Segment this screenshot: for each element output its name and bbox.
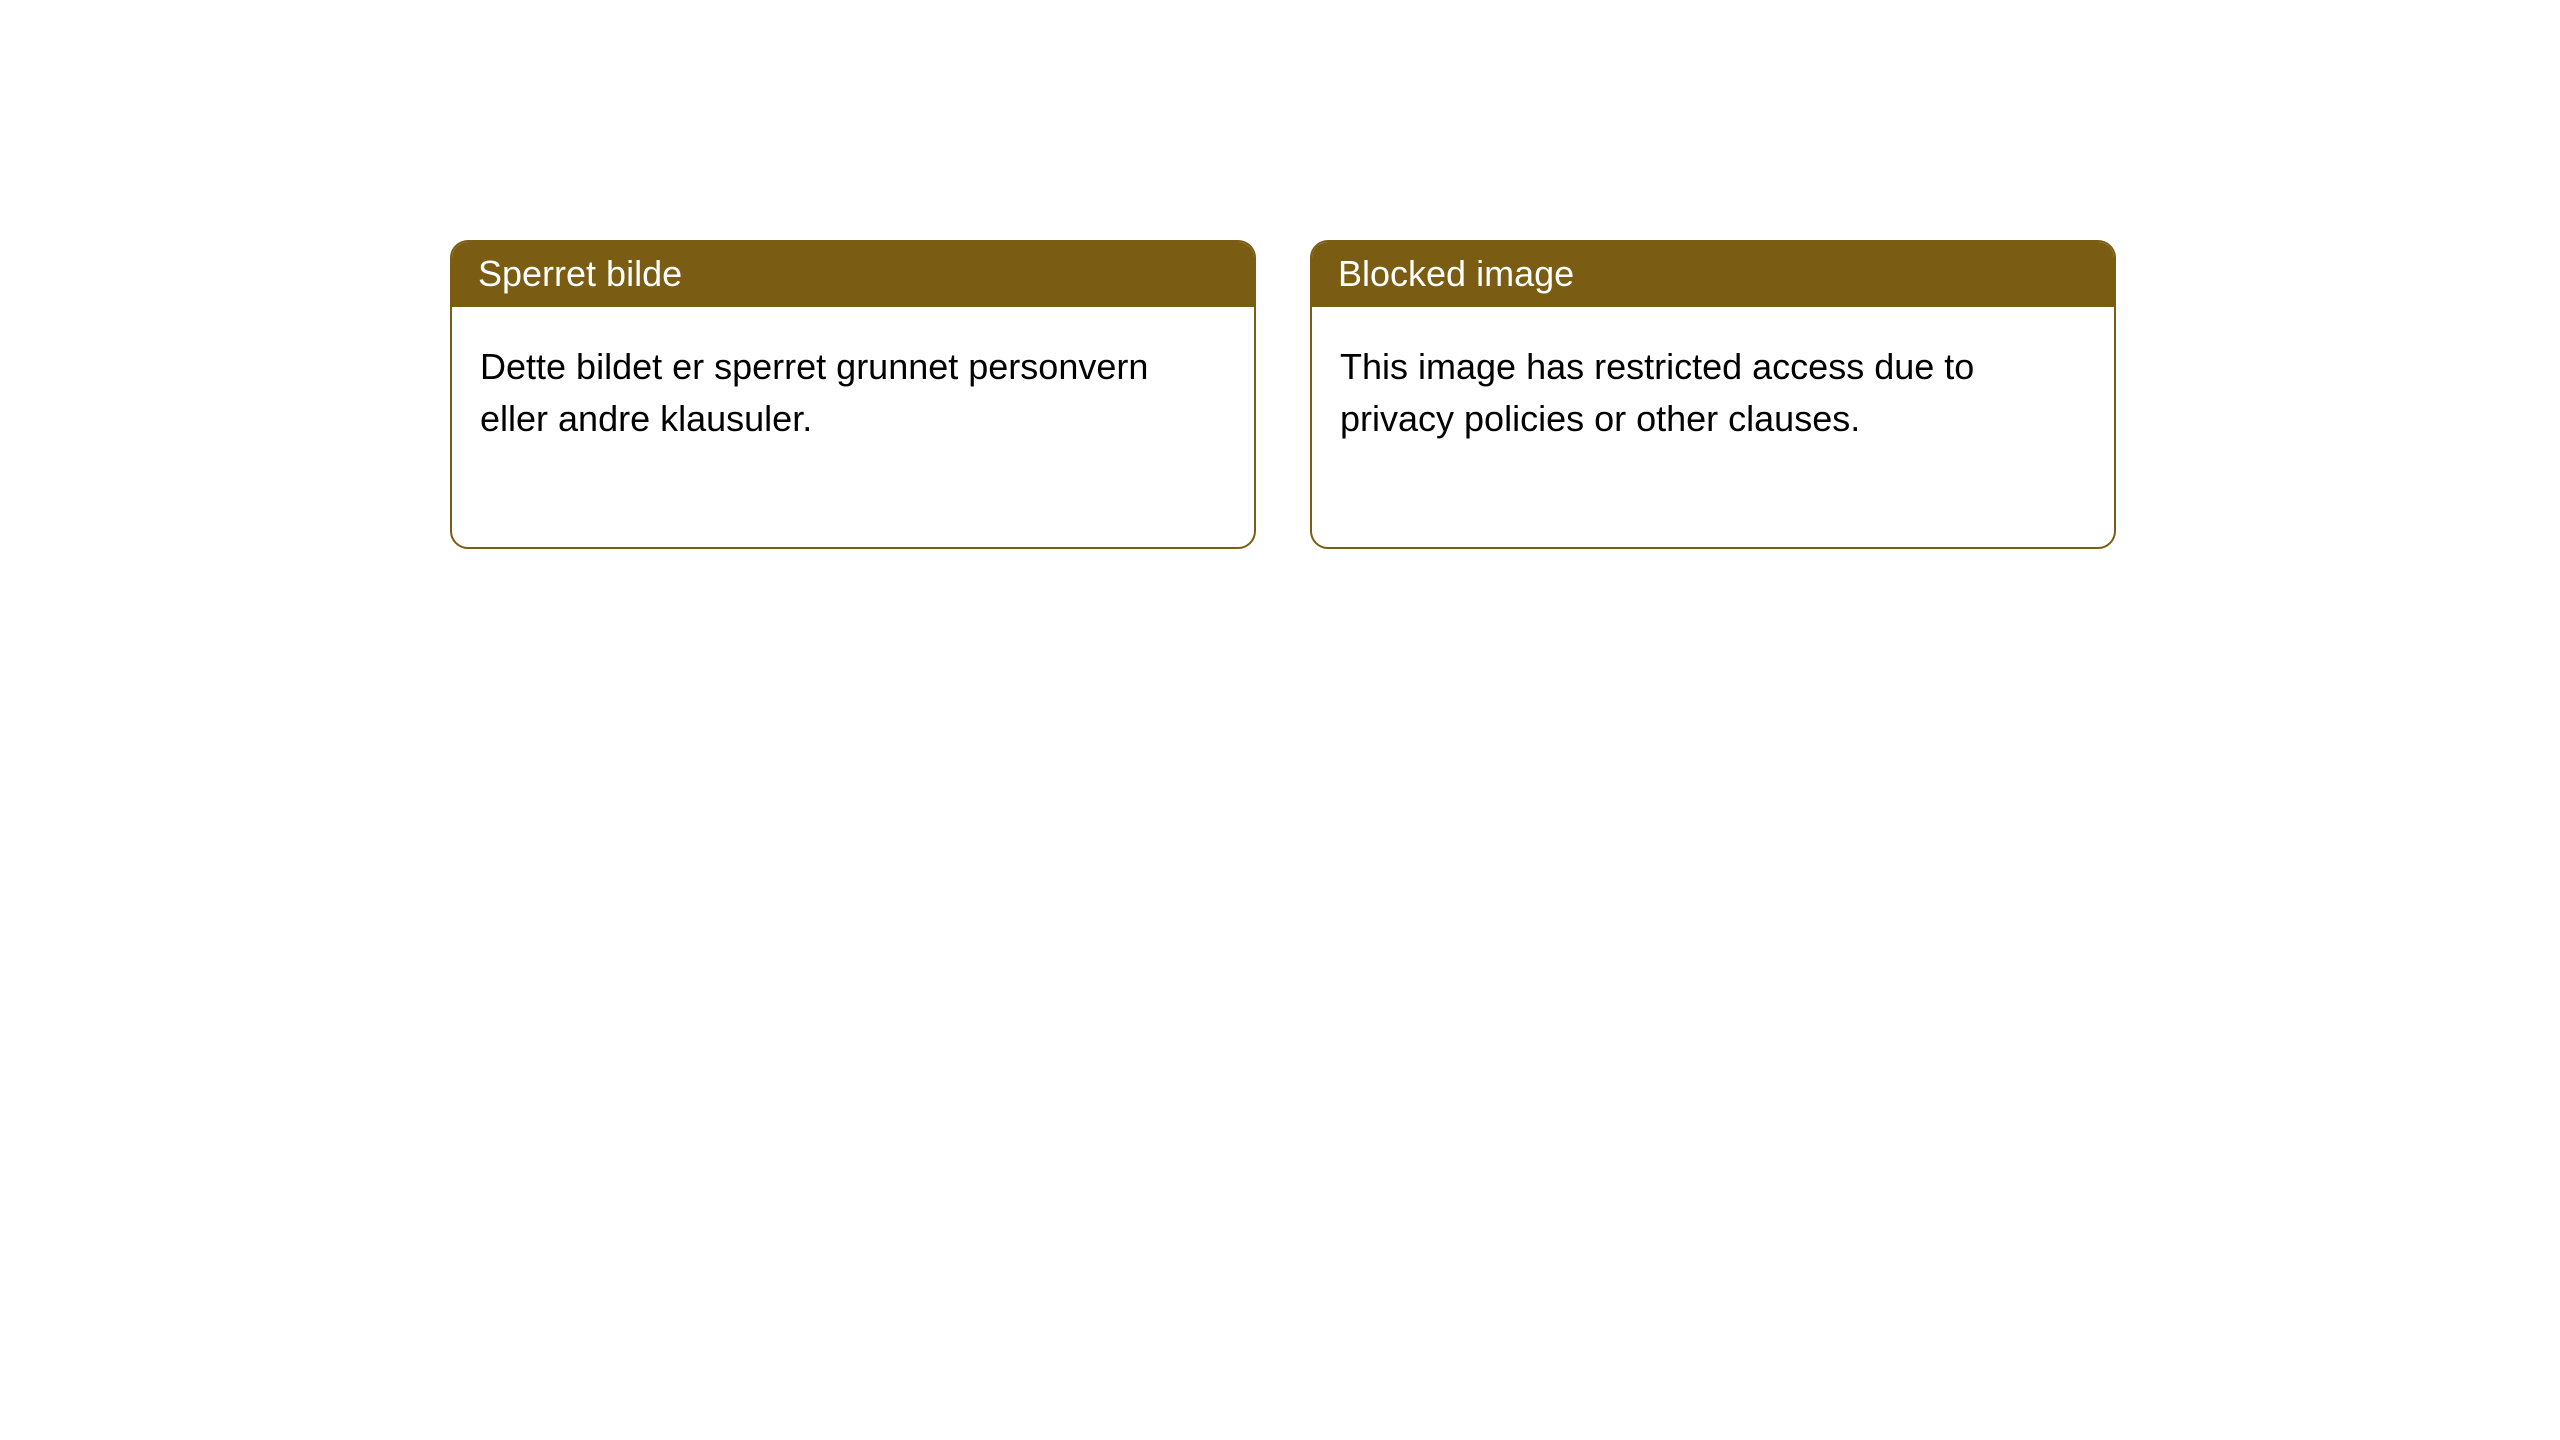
notice-body: Dette bildet er sperret grunnet personve… [452,307,1254,547]
notice-card-english: Blocked image This image has restricted … [1310,240,2116,549]
notice-body: This image has restricted access due to … [1312,307,2114,547]
notice-title: Sperret bilde [452,242,1254,307]
notice-card-norwegian: Sperret bilde Dette bildet er sperret gr… [450,240,1256,549]
notice-container: Sperret bilde Dette bildet er sperret gr… [0,0,2560,549]
notice-title: Blocked image [1312,242,2114,307]
